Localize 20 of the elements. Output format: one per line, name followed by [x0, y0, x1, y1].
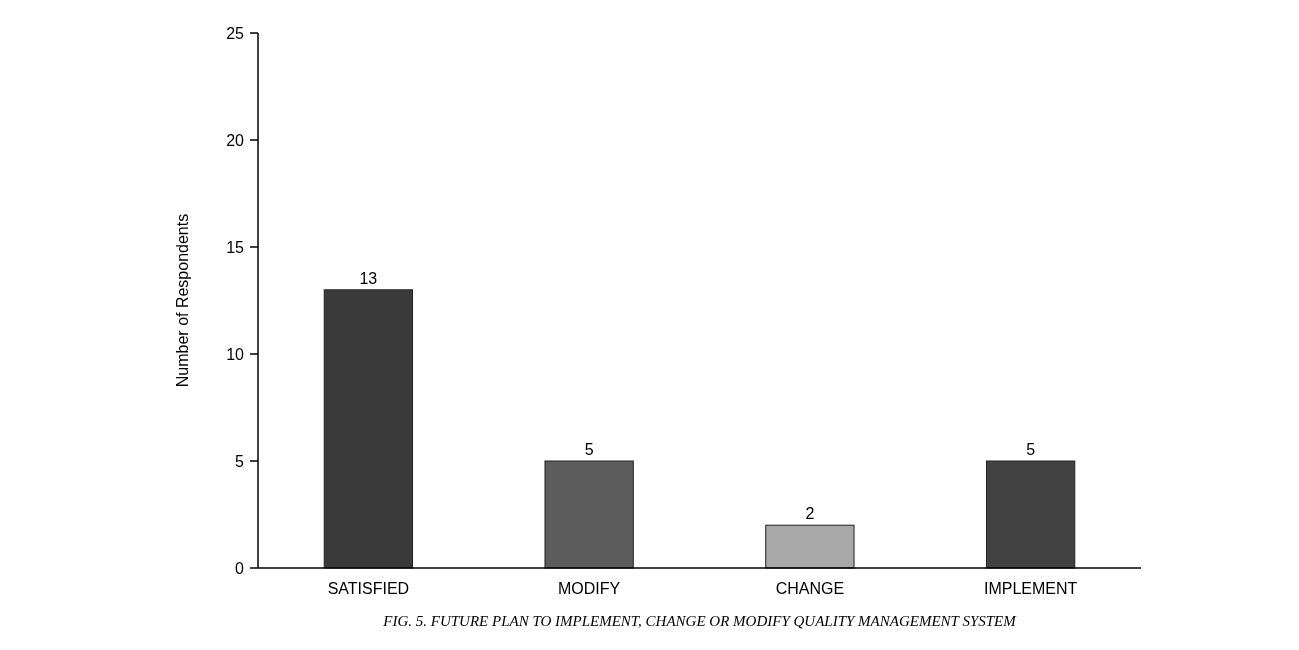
bar — [985, 460, 1076, 569]
x-tick-label: SATISFIED — [327, 580, 410, 597]
y-tick-label: 20 — [226, 131, 245, 149]
bar — [765, 524, 855, 569]
y-tick-label: 10 — [226, 345, 245, 363]
x-tick-label: CHANGE — [775, 580, 845, 597]
data-label: 5 — [1026, 441, 1036, 458]
y-axis-title: Number of Respondents — [174, 213, 191, 388]
y-tick-label: 25 — [226, 24, 245, 42]
y-tick-label: 15 — [226, 238, 245, 256]
bar — [323, 289, 414, 569]
x-tick-label: MODIFY — [558, 580, 621, 597]
data-label: 2 — [805, 505, 815, 523]
y-tick-label: 0 — [235, 559, 245, 577]
caption: FIG. 5. FUTURE PLAN TO IMPLEMENT, CHANGE OR MODIFY QUALITY MANAGEMENT SYSTEM — [382, 613, 1018, 629]
bar — [544, 460, 634, 569]
data-label: 13 — [359, 269, 378, 287]
data-label: 5 — [584, 441, 594, 458]
y-tick-label: 5 — [235, 452, 245, 470]
x-tick-label: IMPLEMENT — [983, 580, 1078, 597]
